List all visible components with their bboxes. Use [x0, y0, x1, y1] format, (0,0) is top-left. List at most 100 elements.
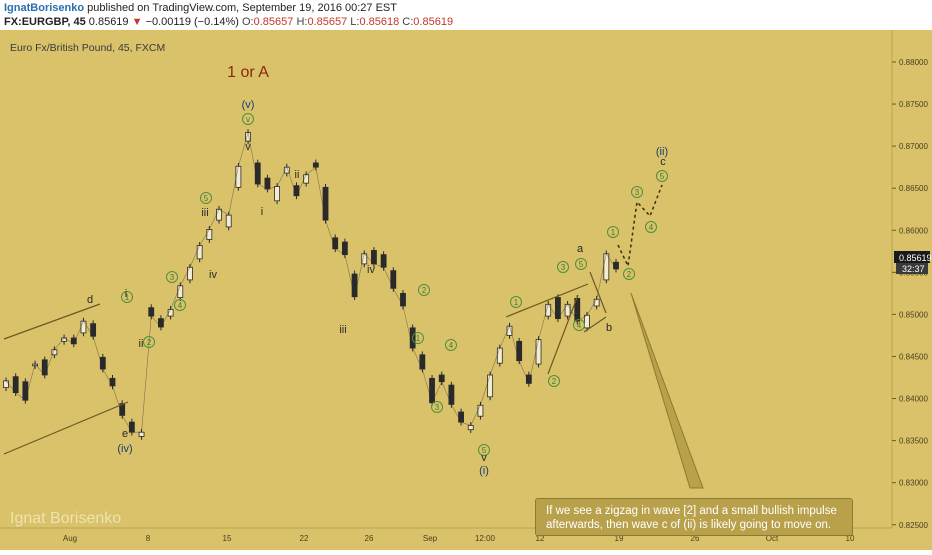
wedge-lower-line: [547, 294, 579, 375]
wave-roman-label: iv: [367, 264, 375, 276]
wave-degree-label: (i): [479, 465, 489, 477]
wave-circle-label: 5: [656, 170, 668, 182]
price-tick-label: 0.84000: [899, 395, 928, 404]
time-tick-label: 10: [846, 534, 855, 543]
time-tick-label: 12:00: [475, 534, 496, 543]
candle-series: [3, 129, 619, 440]
candle-body: [206, 229, 213, 240]
wave-degree-label: (iv): [117, 443, 132, 455]
wave-circle-label: 3: [166, 271, 178, 283]
candle-body: [351, 273, 358, 298]
svg-text:3: 3: [635, 188, 640, 197]
candle-body: [80, 320, 87, 334]
svg-text:1: 1: [514, 298, 519, 307]
wave-circle-label: 2: [548, 375, 560, 387]
header: IgnatBorisenko published on TradingView.…: [0, 0, 932, 30]
svg-text:3: 3: [435, 403, 440, 412]
time-axis[interactable]: Aug 8 15 22 26 Sep 12:00 12 19 26 Oct 10: [63, 534, 855, 543]
time-tick-label: Sep: [423, 534, 438, 543]
candle-body: [3, 380, 9, 389]
wave-circle-label: 5: [200, 192, 212, 204]
time-tick-label: 12: [536, 534, 545, 543]
candle-body: [564, 303, 571, 317]
svg-text:5: 5: [579, 260, 584, 269]
candle-body: [438, 374, 445, 383]
quote-line: FX:EURGBP, 45 0.85619 ▼ −0.00119 (−0.14%…: [4, 15, 453, 29]
svg-text:1: 1: [416, 334, 421, 343]
wedge-upper-line: [505, 283, 589, 318]
wave-roman-label: iv: [209, 269, 217, 281]
svg-text:5: 5: [482, 446, 487, 455]
wave-roman-label: i: [261, 206, 263, 218]
time-tick-label: 26: [365, 534, 374, 543]
svg-text:4: 4: [649, 223, 654, 232]
svg-text:2: 2: [552, 377, 557, 386]
candle-body: [158, 318, 164, 328]
candle-body: [458, 411, 464, 423]
candle-body: [584, 314, 590, 329]
svg-text:1: 1: [611, 228, 616, 237]
candle-body: [516, 340, 523, 362]
price-tick-label: 0.83500: [899, 437, 928, 446]
candle-body: [148, 307, 155, 317]
wave-roman-label: ii: [295, 169, 300, 181]
wave-circle-label: 2: [418, 284, 430, 296]
wave-circle-label: v: [242, 113, 254, 125]
symbol-label: FX:EURGBP, 45: [4, 16, 86, 28]
down-arrow-icon: ▼: [131, 16, 143, 28]
price-tick-label: 0.84500: [899, 352, 928, 361]
price-tick-label: 0.82500: [899, 521, 928, 530]
price-chart[interactable]: 0.880000.875000.870000.865000.860000.855…: [0, 30, 932, 550]
last-price-tag-text: 0.85619: [899, 253, 932, 263]
candle-body: [477, 404, 484, 417]
publish-info: published on TradingView.com, September …: [87, 2, 397, 14]
time-countdown-text: 32:37: [902, 264, 925, 274]
close-value: 0.85619: [413, 16, 454, 28]
channel-lower-line: [3, 401, 129, 455]
low-label: L:: [350, 16, 360, 28]
svg-text:3: 3: [170, 273, 175, 282]
candle-body: [467, 425, 474, 431]
price-change: −0.00119 (−0.14%): [145, 16, 239, 28]
candle-body: [128, 421, 135, 433]
wave-circle-label: 1: [607, 226, 619, 238]
chart-title: Euro Fx/British Pound, 45, FXCM: [10, 42, 165, 54]
last-price-tag: [894, 251, 930, 263]
wave-circle-label: 2: [143, 336, 155, 348]
channel-upper-line: [3, 303, 101, 340]
candle-body: [603, 253, 610, 281]
wave-roman-label: v: [481, 452, 487, 464]
candle-body: [419, 354, 426, 370]
price-tick-label: 0.88000: [899, 58, 928, 67]
wave-roman-label: e: [122, 428, 128, 440]
price-tick-label: 0.85000: [899, 310, 928, 319]
candle-body: [177, 285, 184, 298]
author-link[interactable]: IgnatBorisenko: [4, 2, 85, 14]
candle-body: [613, 261, 619, 270]
wave-degree-label: (v): [242, 99, 255, 111]
candle-body: [380, 254, 387, 268]
chart-area[interactable]: 0.880000.875000.870000.865000.860000.855…: [0, 30, 932, 550]
candle-body: [400, 292, 406, 307]
price-tick-label: 0.87500: [899, 100, 928, 109]
price-tick-label: 0.86500: [899, 184, 928, 193]
svg-text:5: 5: [204, 194, 209, 203]
svg-text:v: v: [246, 115, 250, 124]
wave-circle-label: 3: [631, 186, 643, 198]
wave-circle-label: 4: [573, 319, 585, 331]
candle-body: [22, 381, 29, 401]
wave-circle-label: 1: [412, 332, 424, 344]
price-tick-label: 0.86000: [899, 226, 928, 235]
primary-wave-label: 1 or A: [227, 64, 269, 81]
svg-text:4: 4: [449, 341, 454, 350]
candle-body: [216, 208, 222, 221]
candle-body: [535, 339, 542, 365]
wave-roman-label: ii: [139, 338, 144, 350]
wave-circle-label: 1: [510, 296, 522, 308]
wave-circle-label: 4: [445, 339, 457, 351]
candle-body: [90, 323, 97, 337]
open-label: O:: [242, 16, 254, 28]
wave-circle-label: 5: [478, 444, 490, 456]
wave-circle-label: 3: [557, 261, 569, 273]
candle-body: [322, 186, 329, 221]
